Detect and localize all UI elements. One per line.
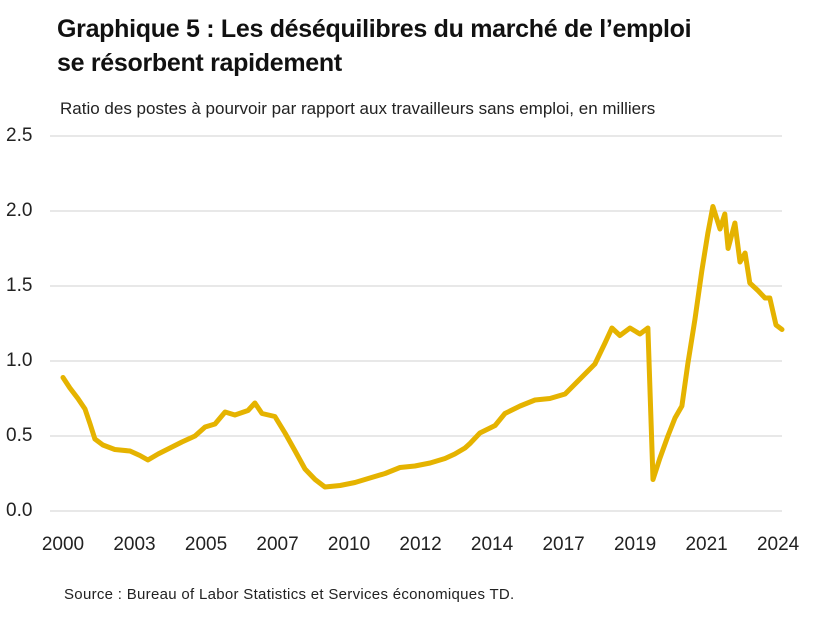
y-tick-label: 1.5 bbox=[6, 275, 32, 296]
x-tick-label: 2010 bbox=[328, 534, 370, 555]
data-line bbox=[60, 204, 785, 490]
x-tick-label: 2021 bbox=[685, 534, 727, 555]
x-tick-label: 2005 bbox=[185, 534, 227, 555]
y-tick-label: 2.5 bbox=[6, 125, 32, 146]
chart-subtitle: Ratio des postes à pourvoir par rapport … bbox=[60, 99, 656, 118]
y-tick-label: 0.0 bbox=[6, 500, 32, 521]
x-tick-label: 2000 bbox=[42, 534, 84, 555]
x-tick-label: 2024 bbox=[757, 534, 800, 555]
x-tick-label: 2003 bbox=[113, 534, 155, 555]
x-tick-label: 2017 bbox=[542, 534, 584, 555]
y-tick-label: 1.0 bbox=[6, 350, 32, 371]
x-tick-label: 2014 bbox=[471, 534, 514, 555]
x-tick-label: 2019 bbox=[614, 534, 656, 555]
y-tick-label: 2.0 bbox=[6, 200, 32, 221]
x-tick-label: 2007 bbox=[256, 534, 298, 555]
x-tick-label: 2012 bbox=[399, 534, 441, 555]
chart-title: Graphique 5 : Les déséquilibres du march… bbox=[57, 15, 692, 77]
source-note: Source : Bureau of Labor Statistics et S… bbox=[64, 586, 515, 603]
y-tick-label: 0.5 bbox=[6, 425, 32, 446]
